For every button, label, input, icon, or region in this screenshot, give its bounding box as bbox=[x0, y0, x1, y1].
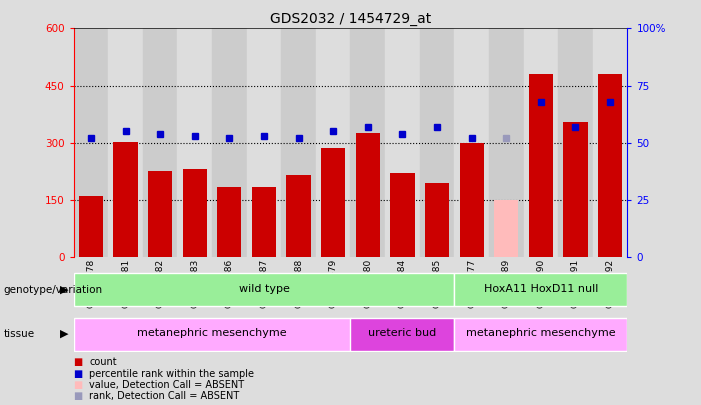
Text: ▶: ▶ bbox=[60, 285, 69, 294]
Bar bbox=[355, 133, 380, 257]
Text: tissue: tissue bbox=[4, 329, 34, 339]
Bar bbox=[598, 74, 622, 257]
Bar bbox=[183, 169, 207, 257]
Bar bbox=[489, 28, 524, 257]
Bar bbox=[74, 318, 351, 351]
Bar bbox=[425, 183, 449, 257]
Bar bbox=[420, 28, 454, 257]
Text: ■: ■ bbox=[74, 380, 83, 390]
Bar bbox=[287, 175, 311, 257]
Text: ■: ■ bbox=[74, 392, 83, 401]
Bar bbox=[114, 142, 137, 257]
Bar bbox=[217, 187, 241, 257]
Bar bbox=[350, 318, 454, 351]
Text: value, Detection Call = ABSENT: value, Detection Call = ABSENT bbox=[89, 380, 244, 390]
Text: ■: ■ bbox=[74, 369, 83, 379]
Text: metanephric mesenchyme: metanephric mesenchyme bbox=[466, 328, 615, 339]
Bar bbox=[460, 143, 484, 257]
Text: GDS2032 / 1454729_at: GDS2032 / 1454729_at bbox=[270, 12, 431, 26]
Text: metanephric mesenchyme: metanephric mesenchyme bbox=[137, 328, 287, 339]
Text: percentile rank within the sample: percentile rank within the sample bbox=[89, 369, 254, 379]
Bar bbox=[79, 196, 103, 257]
Bar bbox=[454, 28, 489, 257]
Bar bbox=[593, 28, 627, 257]
Bar bbox=[108, 28, 143, 257]
Bar bbox=[390, 173, 414, 257]
Bar bbox=[454, 318, 627, 351]
Bar bbox=[247, 28, 281, 257]
Bar bbox=[148, 171, 172, 257]
Bar bbox=[564, 122, 587, 257]
Bar bbox=[212, 28, 247, 257]
Bar bbox=[385, 28, 420, 257]
Bar bbox=[350, 28, 385, 257]
Bar bbox=[143, 28, 177, 257]
Bar bbox=[524, 28, 558, 257]
Text: wild type: wild type bbox=[238, 284, 290, 294]
Text: genotype/variation: genotype/variation bbox=[4, 285, 102, 294]
Text: ▶: ▶ bbox=[60, 329, 69, 339]
Bar bbox=[454, 273, 627, 306]
Bar bbox=[529, 74, 553, 257]
Text: rank, Detection Call = ABSENT: rank, Detection Call = ABSENT bbox=[89, 392, 239, 401]
Bar bbox=[252, 187, 276, 257]
Bar bbox=[321, 149, 346, 257]
Bar bbox=[177, 28, 212, 257]
Bar bbox=[494, 200, 518, 257]
Bar bbox=[74, 273, 454, 306]
Text: HoxA11 HoxD11 null: HoxA11 HoxD11 null bbox=[484, 284, 598, 294]
Text: ureteric bud: ureteric bud bbox=[368, 328, 437, 339]
Bar bbox=[316, 28, 350, 257]
Bar bbox=[558, 28, 593, 257]
Text: ■: ■ bbox=[74, 358, 83, 367]
Bar bbox=[281, 28, 316, 257]
Text: count: count bbox=[89, 358, 116, 367]
Bar bbox=[74, 28, 108, 257]
